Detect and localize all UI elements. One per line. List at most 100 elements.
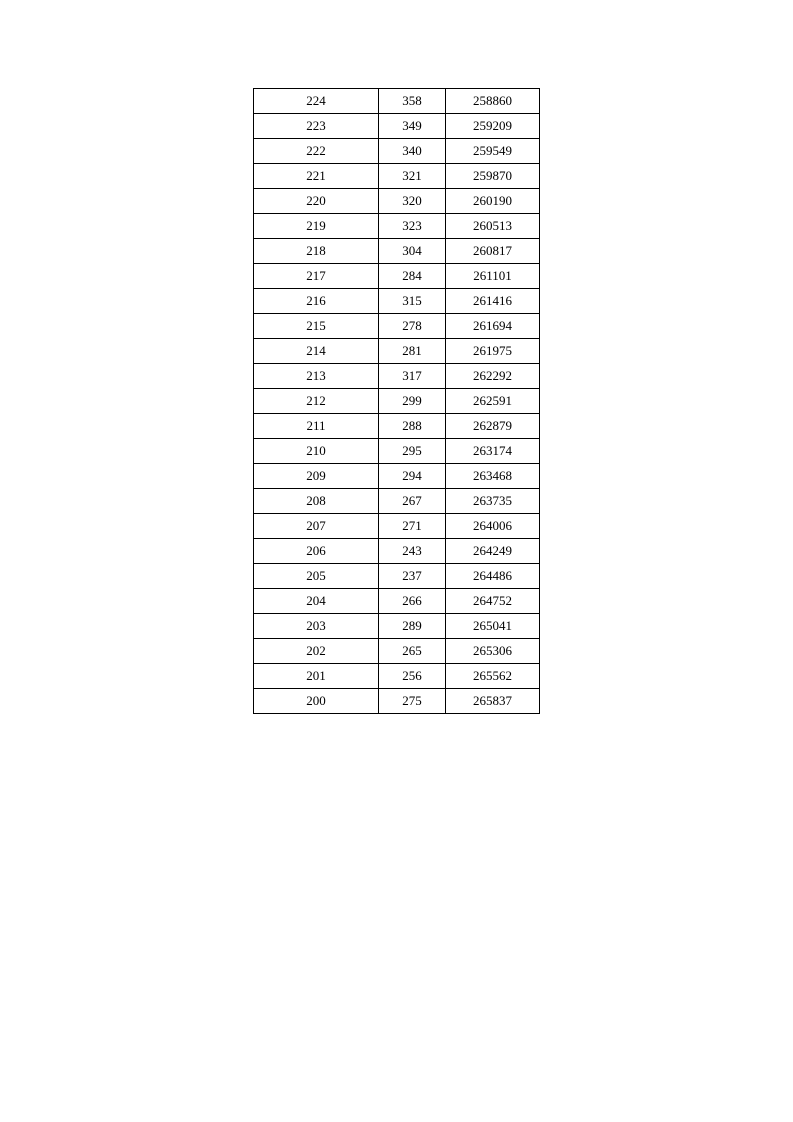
table-cell: 320 <box>379 189 446 214</box>
table-cell: 265306 <box>446 639 540 664</box>
table-cell: 299 <box>379 389 446 414</box>
table-cell: 295 <box>379 439 446 464</box>
table-cell: 289 <box>379 614 446 639</box>
table-cell: 208 <box>254 489 379 514</box>
table-cell: 304 <box>379 239 446 264</box>
table-cell: 323 <box>379 214 446 239</box>
table-cell: 260190 <box>446 189 540 214</box>
table-cell: 265041 <box>446 614 540 639</box>
table-cell: 260513 <box>446 214 540 239</box>
table-cell: 263735 <box>446 489 540 514</box>
table-row: 220320260190 <box>254 189 540 214</box>
table-cell: 294 <box>379 464 446 489</box>
table-cell: 243 <box>379 539 446 564</box>
table-cell: 263468 <box>446 464 540 489</box>
table-row: 215278261694 <box>254 314 540 339</box>
table-cell: 223 <box>254 114 379 139</box>
table-cell: 259549 <box>446 139 540 164</box>
table-cell: 262292 <box>446 364 540 389</box>
table-cell: 209 <box>254 464 379 489</box>
table-cell: 271 <box>379 514 446 539</box>
table-cell: 281 <box>379 339 446 364</box>
table-cell: 358 <box>379 89 446 114</box>
data-table: 2243582588602233492592092223402595492213… <box>253 88 540 714</box>
table-row: 211288262879 <box>254 414 540 439</box>
table-row: 223349259209 <box>254 114 540 139</box>
table-cell: 261416 <box>446 289 540 314</box>
table-cell: 265837 <box>446 689 540 714</box>
table-cell: 224 <box>254 89 379 114</box>
table-cell: 264249 <box>446 539 540 564</box>
table-row: 224358258860 <box>254 89 540 114</box>
table-row: 205237264486 <box>254 564 540 589</box>
table-cell: 265562 <box>446 664 540 689</box>
table-row: 217284261101 <box>254 264 540 289</box>
table-cell: 200 <box>254 689 379 714</box>
table-row: 216315261416 <box>254 289 540 314</box>
table-cell: 284 <box>379 264 446 289</box>
table-cell: 256 <box>379 664 446 689</box>
table-cell: 265 <box>379 639 446 664</box>
table-row: 209294263468 <box>254 464 540 489</box>
table-cell: 261101 <box>446 264 540 289</box>
table-cell: 214 <box>254 339 379 364</box>
table-cell: 259870 <box>446 164 540 189</box>
table-cell: 219 <box>254 214 379 239</box>
table-cell: 288 <box>379 414 446 439</box>
table-row: 210295263174 <box>254 439 540 464</box>
table-cell: 264486 <box>446 564 540 589</box>
table-cell: 203 <box>254 614 379 639</box>
table-cell: 266 <box>379 589 446 614</box>
table-cell: 278 <box>379 314 446 339</box>
table-row: 202265265306 <box>254 639 540 664</box>
table-cell: 321 <box>379 164 446 189</box>
table-cell: 261694 <box>446 314 540 339</box>
table-cell: 264006 <box>446 514 540 539</box>
table-cell: 220 <box>254 189 379 214</box>
table-cell: 218 <box>254 239 379 264</box>
table-row: 207271264006 <box>254 514 540 539</box>
table-cell: 221 <box>254 164 379 189</box>
table-row: 222340259549 <box>254 139 540 164</box>
table-row: 200275265837 <box>254 689 540 714</box>
table-row: 221321259870 <box>254 164 540 189</box>
table-cell: 262879 <box>446 414 540 439</box>
table-cell: 349 <box>379 114 446 139</box>
table-cell: 217 <box>254 264 379 289</box>
table-cell: 259209 <box>446 114 540 139</box>
table-cell: 205 <box>254 564 379 589</box>
table-row: 218304260817 <box>254 239 540 264</box>
table-cell: 315 <box>379 289 446 314</box>
table-row: 204266264752 <box>254 589 540 614</box>
table-cell: 204 <box>254 589 379 614</box>
table-row: 214281261975 <box>254 339 540 364</box>
table-cell: 262591 <box>446 389 540 414</box>
table-row: 208267263735 <box>254 489 540 514</box>
table-row: 201256265562 <box>254 664 540 689</box>
table-cell: 202 <box>254 639 379 664</box>
table-cell: 212 <box>254 389 379 414</box>
table-cell: 263174 <box>446 439 540 464</box>
table-cell: 222 <box>254 139 379 164</box>
table-cell: 207 <box>254 514 379 539</box>
table-cell: 210 <box>254 439 379 464</box>
table-row: 219323260513 <box>254 214 540 239</box>
table-cell: 340 <box>379 139 446 164</box>
table-cell: 216 <box>254 289 379 314</box>
table-row: 206243264249 <box>254 539 540 564</box>
table-cell: 267 <box>379 489 446 514</box>
table-cell: 264752 <box>446 589 540 614</box>
table-cell: 206 <box>254 539 379 564</box>
table-cell: 237 <box>379 564 446 589</box>
table-cell: 275 <box>379 689 446 714</box>
table-row: 213317262292 <box>254 364 540 389</box>
table-cell: 261975 <box>446 339 540 364</box>
table-cell: 258860 <box>446 89 540 114</box>
table-cell: 201 <box>254 664 379 689</box>
table-cell: 317 <box>379 364 446 389</box>
table-cell: 211 <box>254 414 379 439</box>
table-row: 212299262591 <box>254 389 540 414</box>
table-row: 203289265041 <box>254 614 540 639</box>
table-cell: 215 <box>254 314 379 339</box>
table-cell: 260817 <box>446 239 540 264</box>
